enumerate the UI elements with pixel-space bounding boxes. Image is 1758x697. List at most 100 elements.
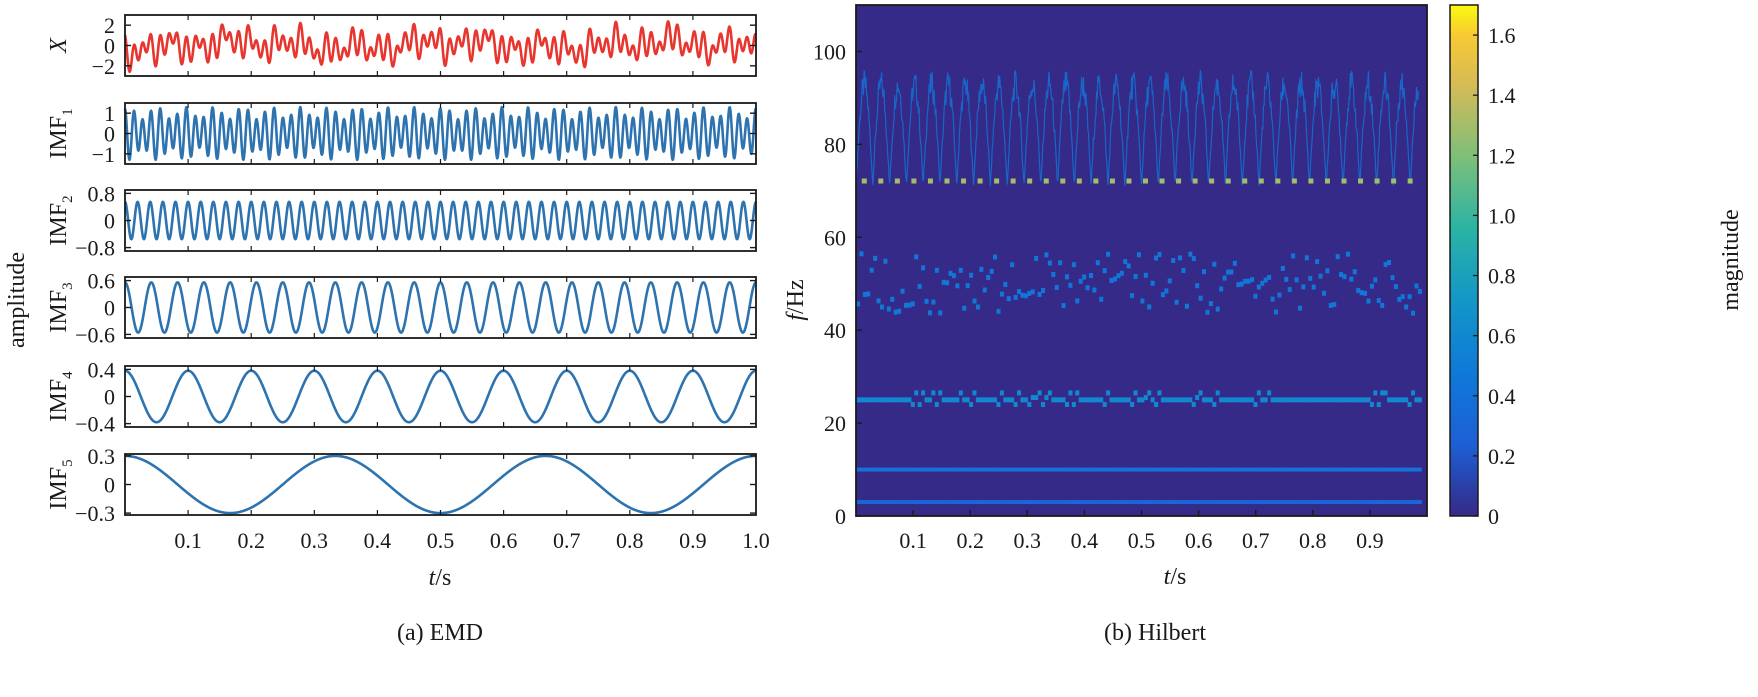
- band-cell: [1058, 467, 1063, 472]
- band-cell: [862, 291, 867, 297]
- band-cell: [1106, 467, 1111, 472]
- band-cell: [1363, 397, 1368, 403]
- band-cell: [1195, 395, 1200, 401]
- band-cell: [924, 500, 929, 505]
- x-tick-label: 0.4: [1071, 528, 1099, 553]
- band-cell: [1297, 467, 1302, 472]
- band-cell: [893, 467, 898, 472]
- band-cell: [1236, 397, 1241, 403]
- band-cell: [1256, 284, 1261, 290]
- band-cell: [1126, 467, 1131, 472]
- x-tick-label: 0.8: [1299, 528, 1327, 553]
- band-cell: [1397, 500, 1402, 505]
- band-cell: [883, 397, 888, 403]
- y-tick-label: 0: [104, 296, 115, 321]
- band-cell: [1054, 284, 1059, 290]
- band-cell: [945, 467, 950, 472]
- band-cell: [1335, 254, 1340, 260]
- emd-panels: 20−2X10−1IMF10.80−0.8IMF20.60−0.6IMF30.4…: [46, 13, 758, 526]
- band-cell: [869, 267, 874, 273]
- band-cell: [1335, 467, 1340, 472]
- band-cell: [1010, 397, 1015, 403]
- band-cell: [1287, 287, 1292, 293]
- band-cell: [1154, 402, 1159, 408]
- band-cell: [886, 467, 891, 472]
- right-xlabel: t/s: [1164, 564, 1187, 590]
- band-cell: [951, 397, 956, 403]
- band-cell: [1215, 306, 1220, 312]
- imf1-peak: [1010, 178, 1016, 184]
- band-cell: [1345, 251, 1350, 257]
- band-cell: [1277, 292, 1282, 298]
- band-cell: [1047, 390, 1052, 396]
- band-cell: [1178, 255, 1183, 261]
- band-cell: [1088, 273, 1093, 279]
- band-cell: [972, 298, 977, 304]
- band-cell: [1167, 467, 1172, 472]
- band-cell: [1075, 298, 1080, 304]
- band-cell: [1013, 500, 1018, 505]
- band-cell: [1041, 402, 1046, 408]
- band-cell: [886, 500, 891, 505]
- band-cell: [1291, 397, 1296, 403]
- band-cell: [1390, 275, 1395, 281]
- x-tick-label: 0.7: [1242, 528, 1270, 553]
- band-cell: [1335, 500, 1340, 505]
- band-cell: [1414, 467, 1419, 472]
- band-cell: [1301, 284, 1306, 290]
- band-cell: [1219, 397, 1224, 403]
- band-cell: [1075, 390, 1080, 396]
- y-tick-label: 0: [104, 473, 115, 498]
- amplitude-label: amplitude: [4, 252, 30, 348]
- band-cell: [859, 397, 864, 403]
- band-cell: [1123, 259, 1128, 265]
- band-cell: [1291, 253, 1296, 259]
- band-cell: [1256, 467, 1261, 472]
- band-cell: [893, 500, 898, 505]
- band-cell: [1404, 397, 1409, 403]
- band-cell: [1226, 500, 1231, 505]
- x-tick-label: 0.6: [1185, 528, 1213, 553]
- band-cell: [1383, 390, 1388, 396]
- band-cell: [1369, 402, 1374, 408]
- band-cell: [1116, 500, 1121, 505]
- band-cell: [1277, 467, 1282, 472]
- band-cell: [945, 500, 950, 505]
- band-cell: [941, 500, 946, 505]
- band-cell: [972, 390, 977, 396]
- band-cell: [883, 258, 888, 264]
- band-cell: [907, 467, 912, 472]
- panel-frame: [124, 189, 757, 252]
- band-cell: [1407, 402, 1412, 408]
- band-cell: [1147, 390, 1152, 396]
- band-cell: [972, 500, 977, 505]
- band-cell: [1383, 261, 1388, 267]
- band-cell: [903, 397, 908, 403]
- band-cell: [873, 467, 878, 472]
- band-cell: [1270, 500, 1275, 505]
- band-cell: [1191, 402, 1196, 408]
- band-cell: [1195, 283, 1200, 289]
- band-cell: [989, 467, 994, 472]
- band-cell: [1390, 467, 1395, 472]
- band-cell: [1226, 397, 1231, 403]
- band-cell: [1020, 397, 1025, 403]
- band-cell: [1003, 467, 1008, 472]
- band-cell: [1284, 500, 1289, 505]
- band-cell: [873, 397, 878, 403]
- x-tick-label: 0.8: [616, 528, 644, 553]
- imf1-peak: [927, 178, 933, 184]
- band-cell: [1078, 397, 1083, 403]
- band-cell: [965, 467, 970, 472]
- band-cell: [1147, 467, 1152, 472]
- band-cell: [1376, 467, 1381, 472]
- band-cell: [1013, 294, 1018, 300]
- series-imf1: [123, 105, 757, 162]
- band-cell: [1184, 467, 1189, 472]
- band-cell: [1325, 500, 1330, 505]
- band-cell: [1270, 296, 1275, 302]
- x-tick-label: 0.5: [427, 528, 455, 553]
- band-cell: [1198, 467, 1203, 472]
